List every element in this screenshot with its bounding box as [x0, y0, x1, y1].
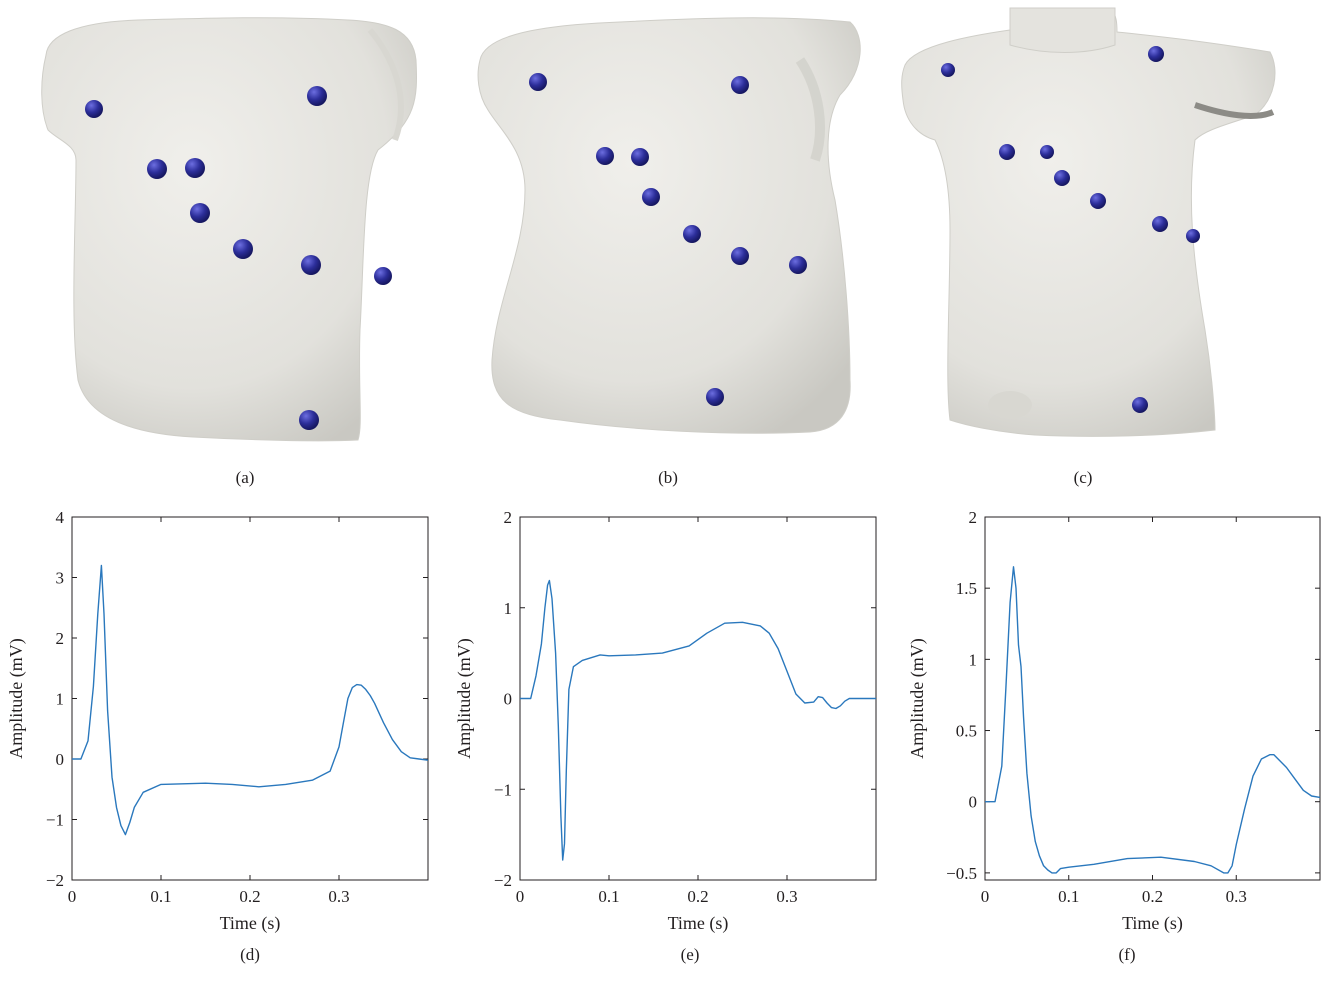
electrode-marker	[706, 388, 724, 406]
torso-surface	[41, 17, 418, 442]
caption-c: (c)	[1073, 468, 1093, 487]
y-tick-label: 2	[56, 629, 65, 648]
x-tick-label: 0.2	[687, 887, 708, 906]
y-axis-label: Amplitude (mV)	[6, 638, 27, 758]
caption-f: (f)	[1118, 945, 1136, 964]
y-tick-label: 3	[56, 569, 65, 588]
electrode-marker	[683, 225, 701, 243]
electrode-marker	[1040, 145, 1054, 159]
y-tick-label: −2	[46, 871, 64, 890]
plot-frame	[71, 516, 429, 881]
x-tick-label: 0.2	[239, 887, 260, 906]
electrode-marker	[1152, 216, 1168, 232]
plot-frame	[984, 516, 1321, 881]
x-tick-label: 0.3	[1226, 887, 1247, 906]
electrode-marker	[529, 73, 547, 91]
electrode-marker	[1148, 46, 1164, 62]
electrode-marker	[596, 147, 614, 165]
electrode-marker	[307, 86, 327, 106]
x-tick-label: 0.2	[1142, 887, 1163, 906]
ecg-series-line	[985, 566, 1321, 874]
electrode-marker	[631, 148, 649, 166]
caption-d: (d)	[240, 945, 260, 964]
electrode-marker	[1132, 397, 1148, 413]
electrode-marker	[642, 188, 660, 206]
navel-shadow	[988, 391, 1032, 419]
y-tick-label: 2	[969, 508, 978, 527]
y-tick-label: 1	[504, 599, 513, 618]
electrode-marker	[999, 144, 1015, 160]
electrode-marker	[941, 63, 955, 77]
ecg-series-line	[520, 579, 876, 861]
x-tick-label: 0.1	[150, 887, 171, 906]
y-tick-label: 1.5	[956, 579, 977, 598]
y-tick-label: 1	[969, 650, 978, 669]
x-axis-label: Time (s)	[220, 913, 281, 934]
y-tick-label: 0	[56, 750, 65, 769]
torso-panel-b	[470, 0, 870, 460]
y-tick-label: 0.5	[956, 722, 977, 741]
caption-b: (b)	[658, 468, 678, 487]
armpit-shadow	[795, 57, 825, 162]
y-tick-label: −1	[494, 780, 512, 799]
torso-model-b	[477, 17, 861, 434]
electrode-marker	[147, 159, 167, 179]
torso-panel-a	[40, 0, 430, 460]
electrode-marker	[190, 203, 210, 223]
y-axis-label: Amplitude (mV)	[907, 638, 928, 758]
shoulder-ridge	[367, 28, 404, 142]
y-tick-label: 0	[504, 690, 513, 709]
torso-model-c	[901, 7, 1276, 437]
electrode-marker	[731, 247, 749, 265]
electrode-marker	[1186, 229, 1200, 243]
sleeve-cut	[1194, 102, 1275, 119]
electrode-marker	[85, 100, 103, 118]
electrode-marker	[301, 255, 321, 275]
electrode-marker	[1090, 193, 1106, 209]
ecg-series-line	[72, 564, 429, 836]
x-tick-label: 0.3	[776, 887, 797, 906]
torso-panel-c	[895, 0, 1295, 460]
electrode-marker	[185, 158, 205, 178]
electrode-marker	[789, 256, 807, 274]
x-tick-label: 0.1	[598, 887, 619, 906]
x-tick-label: 0	[981, 887, 990, 906]
y-axis-label: Amplitude (mV)	[454, 638, 475, 758]
y-tick-label: −0.5	[946, 864, 977, 883]
x-tick-label: 0	[516, 887, 525, 906]
x-axis-label: Time (s)	[668, 913, 729, 934]
electrode-marker	[233, 239, 253, 259]
x-tick-label: 0	[68, 887, 77, 906]
x-tick-label: 0.1	[1058, 887, 1079, 906]
ecg-plot-e: 0 0.1 0.2 0.3 −2 −1 0 1 2 Time (s) Amplitude (mV)	[454, 508, 877, 934]
electrode-marker	[299, 410, 319, 430]
electrode-marker	[731, 76, 749, 94]
y-tick-label: 1	[56, 690, 65, 709]
ecg-plot-d: 0 0.1 0.2 0.3 −2 −1 0 1 2 3 4 Time (s) Amplitude (mV…	[6, 508, 429, 934]
electrode-marker	[1054, 170, 1070, 186]
x-axis-label: Time (s)	[1122, 913, 1183, 934]
electrode-marker	[374, 267, 392, 285]
caption-e: (e)	[680, 945, 700, 964]
x-tick-label: 0.3	[328, 887, 349, 906]
torso-surface	[477, 17, 861, 434]
torso-surface	[901, 7, 1276, 437]
torso-model-a	[41, 17, 418, 442]
caption-a: (a)	[235, 468, 255, 487]
y-tick-label: −1	[46, 811, 64, 830]
y-tick-label: 2	[504, 508, 513, 527]
neck	[1009, 7, 1116, 53]
y-tick-label: 0	[969, 793, 978, 812]
y-tick-label: 4	[56, 508, 65, 527]
y-tick-label: −2	[494, 871, 512, 890]
